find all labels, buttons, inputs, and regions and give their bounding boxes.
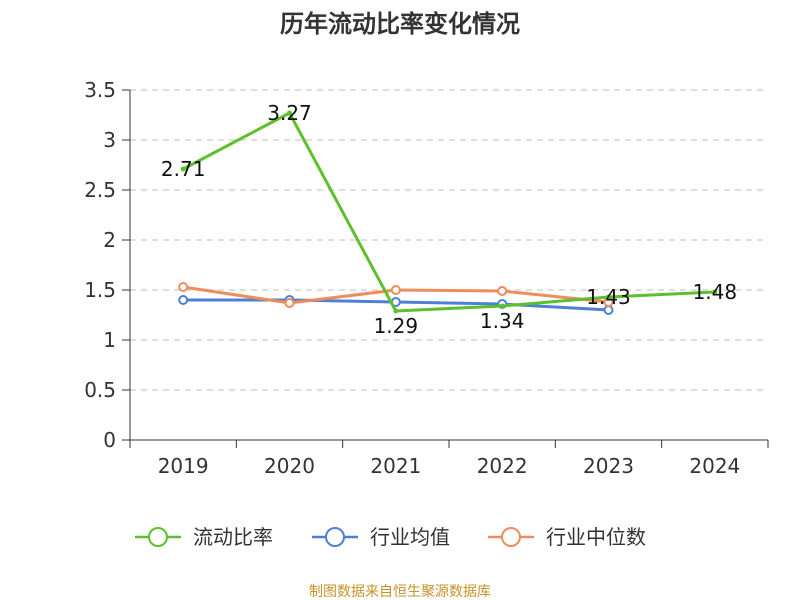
- data-label: 1.48: [693, 280, 738, 304]
- legend-label: 行业中位数: [546, 525, 646, 549]
- data-point: [178, 282, 189, 292]
- x-tick-label: 2019: [158, 454, 209, 478]
- y-tick-label: 0.5: [84, 378, 116, 402]
- y-tick-label: 3: [103, 128, 116, 152]
- x-tick-label: 2020: [264, 454, 315, 478]
- legend: 流动比率 行业均值 行业中位数: [135, 525, 646, 549]
- y-tick-label: 0: [103, 428, 116, 452]
- data-label: 1.43: [586, 285, 631, 309]
- y-tick-label: 1.5: [84, 278, 116, 302]
- chart-title: 历年流动比率变化情况: [280, 10, 520, 38]
- x-tick-label: 2023: [583, 454, 634, 478]
- legend-item: 行业均值: [312, 525, 450, 549]
- data-point: [712, 289, 718, 295]
- series-line: [182, 111, 715, 313]
- x-tick-label: 2022: [477, 454, 528, 478]
- series-1: [180, 110, 718, 314]
- y-tick-label: 3.5: [84, 78, 116, 102]
- legend-item: 流动比率: [135, 525, 273, 549]
- y-tick-label: 2: [103, 228, 116, 252]
- data-point: [287, 110, 292, 116]
- series-lines: [178, 110, 718, 315]
- data-label: 3.27: [267, 101, 312, 125]
- data-labels: 2.71 3.27 1.29 1.34 1.43 1.48: [161, 101, 737, 338]
- data-label: 1.34: [480, 309, 525, 333]
- grid-lines: [130, 89, 768, 391]
- legend-marker: [501, 527, 521, 547]
- x-tick-label: 2021: [370, 454, 421, 478]
- data-point: [497, 286, 508, 296]
- data-point: [180, 166, 186, 172]
- data-label: 1.29: [374, 314, 419, 338]
- legend-label: 行业均值: [370, 525, 450, 549]
- y-tick-label: 2.5: [84, 178, 116, 202]
- data-point: [499, 303, 505, 309]
- data-point: [284, 298, 295, 308]
- axes: 0 0.5 1 1.5 2 2.5 3 3.5 2019 2020 2021 2022 2023 2024: [84, 78, 769, 478]
- y-tick-label: 1: [103, 328, 116, 352]
- data-point: [393, 308, 399, 314]
- legend-item: 行业中位数: [488, 525, 646, 549]
- data-label: 2.71: [161, 157, 206, 181]
- legend-marker: [148, 527, 168, 547]
- data-point: [390, 285, 401, 295]
- legend-label: 流动比率: [193, 525, 273, 549]
- data-point: [178, 295, 189, 305]
- legend-marker: [325, 527, 345, 547]
- source-note: 制图数据来自恒生聚源数据库: [309, 584, 491, 600]
- x-tick-label: 2024: [689, 454, 740, 478]
- series-3: [178, 282, 614, 308]
- data-point: [606, 294, 611, 300]
